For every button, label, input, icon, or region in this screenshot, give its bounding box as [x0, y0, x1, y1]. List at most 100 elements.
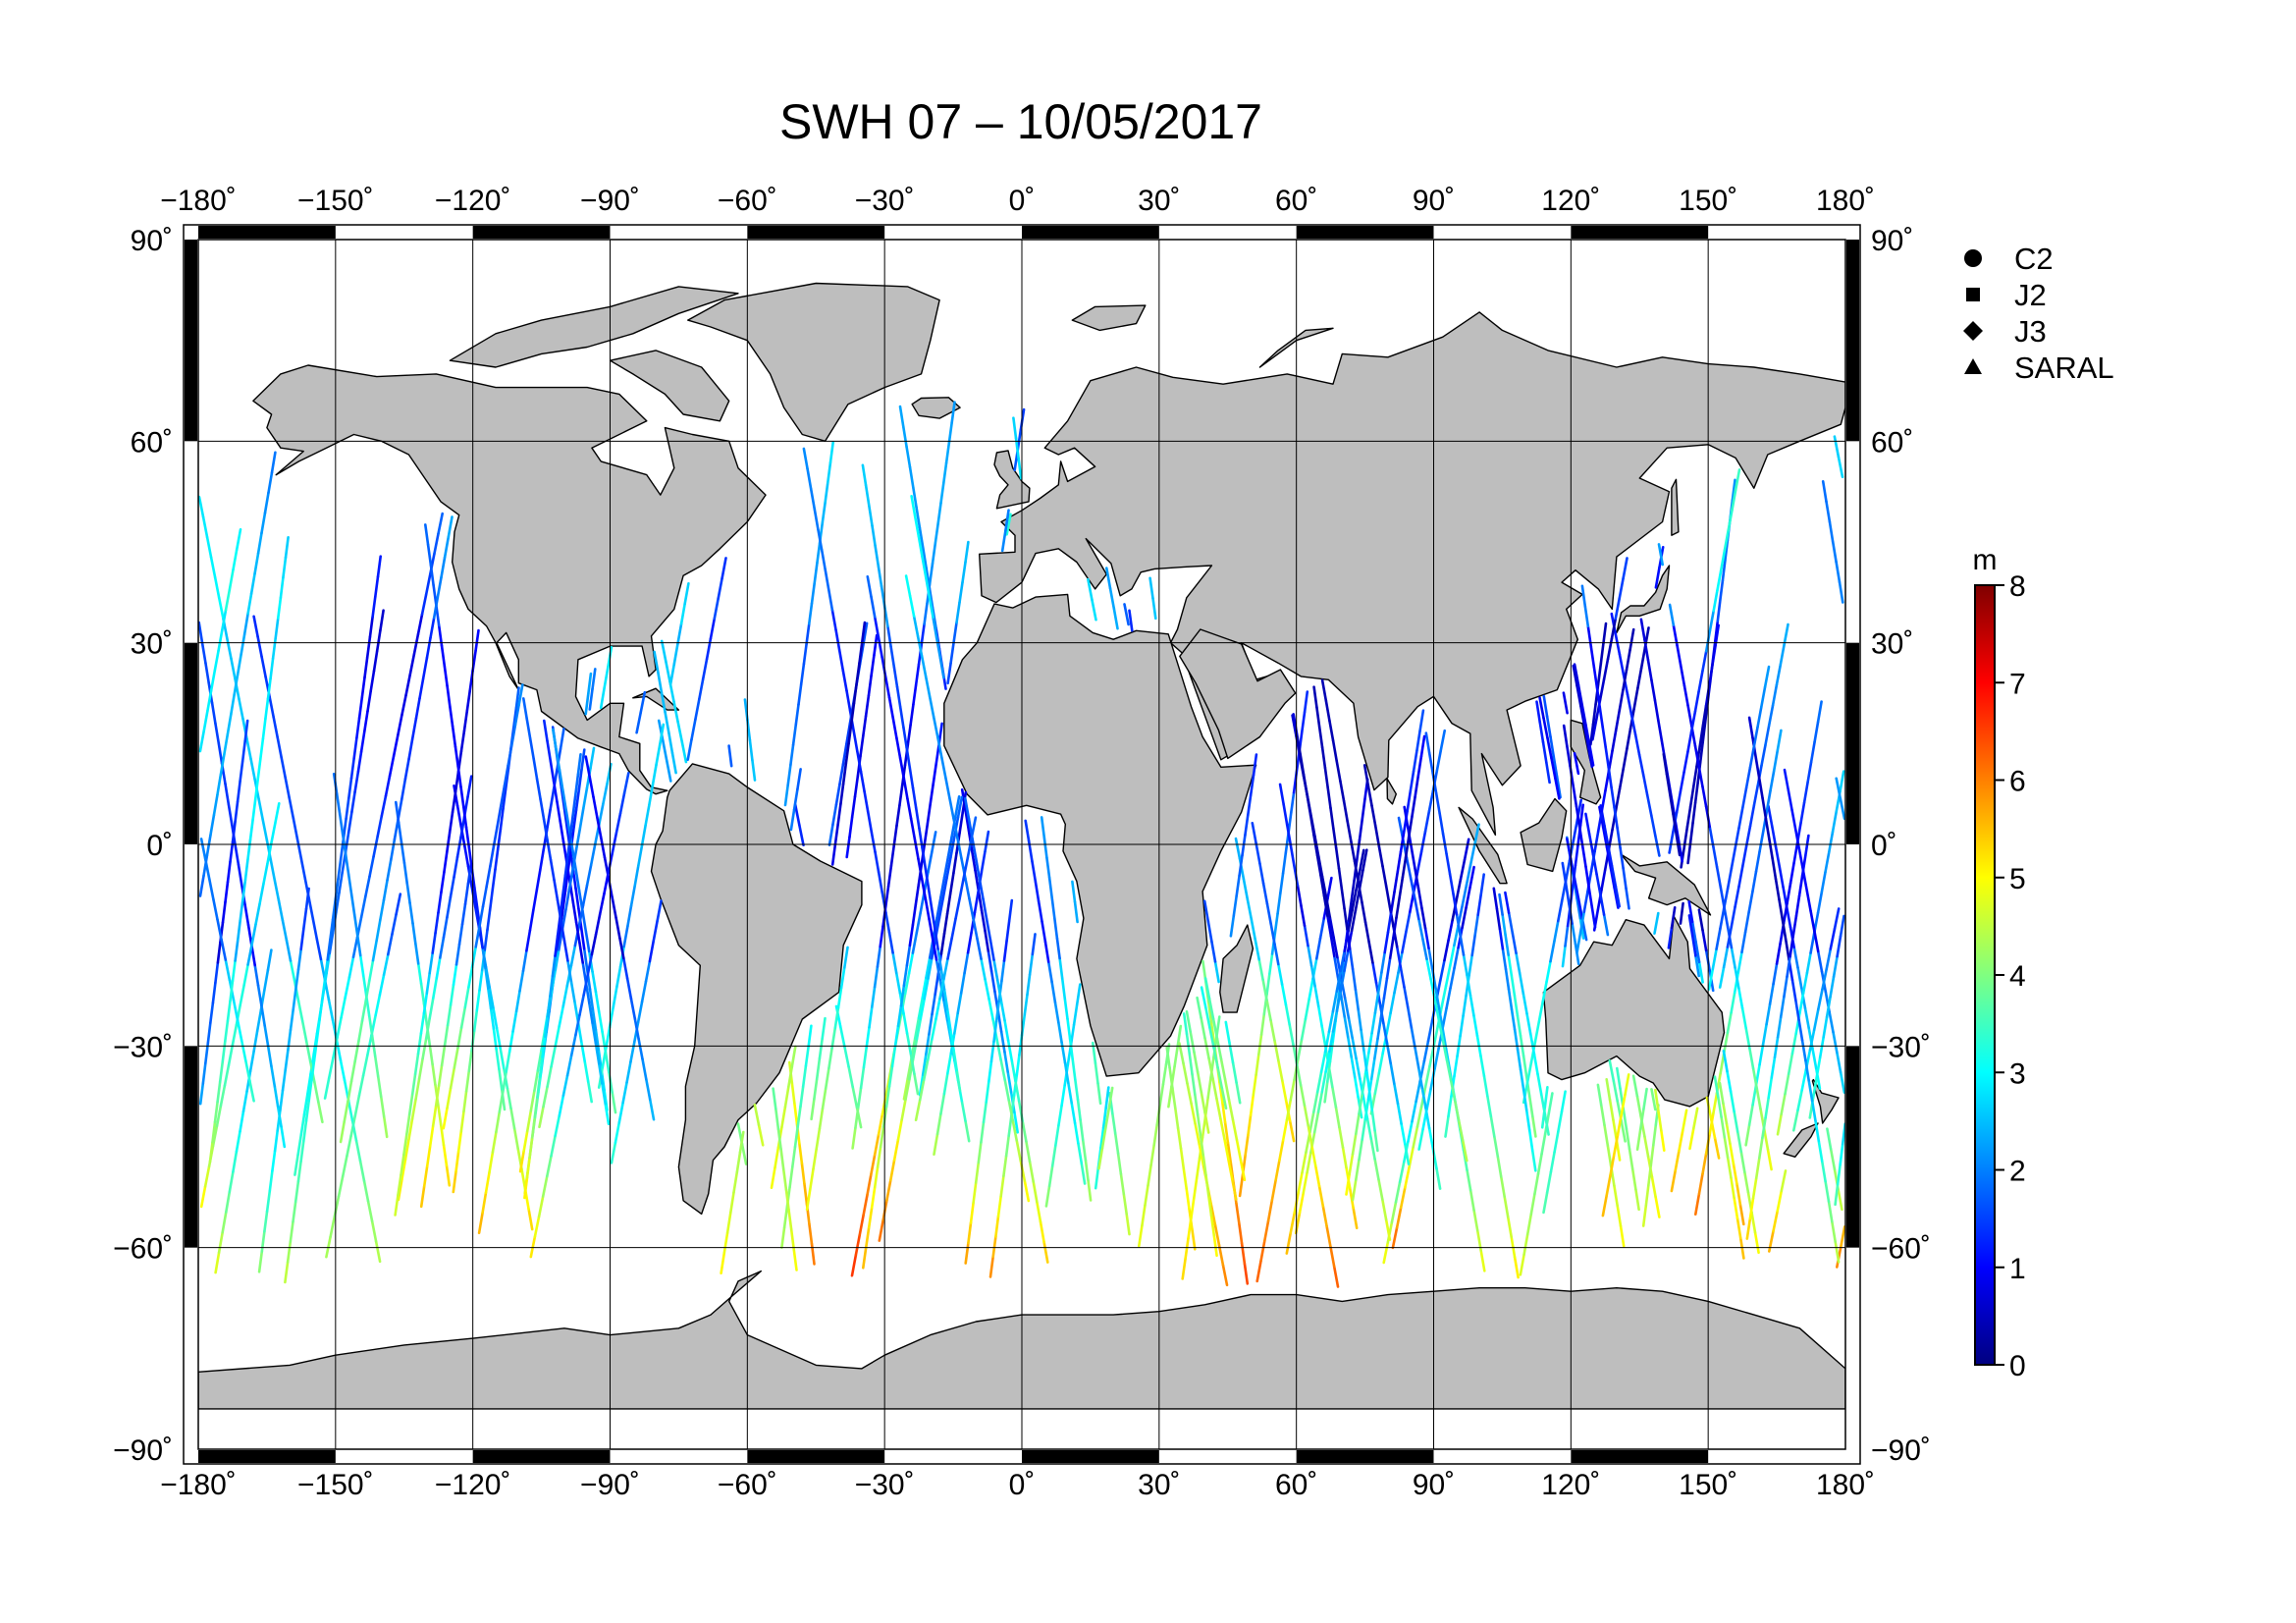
track-segment	[1625, 887, 1630, 910]
track-segment	[954, 896, 962, 920]
track-segment	[1010, 1059, 1017, 1083]
track-segment	[1459, 933, 1466, 956]
track-segment	[1321, 1205, 1328, 1228]
track-segment	[1335, 759, 1342, 783]
track-segment	[1729, 1090, 1735, 1113]
track-segment	[1833, 435, 1841, 459]
track-segment	[1434, 791, 1441, 816]
track-segment	[327, 1056, 335, 1080]
track-segment	[1363, 920, 1370, 945]
track-segment	[1435, 1166, 1442, 1190]
track-segment	[260, 1229, 266, 1253]
track-segment	[1257, 957, 1264, 982]
track-segment	[1108, 586, 1116, 610]
track-segment	[962, 856, 970, 880]
track-segment	[1690, 920, 1697, 944]
track-segment	[419, 1184, 426, 1209]
track-segment	[233, 673, 240, 696]
track-segment	[1100, 1126, 1107, 1150]
track-segment	[206, 1021, 212, 1045]
track-segment	[1057, 1020, 1063, 1044]
track-segment	[781, 1167, 788, 1191]
track-segment	[644, 803, 651, 828]
colorbar-tick-label: 2	[2009, 1156, 2026, 1188]
track-segment	[1206, 1075, 1212, 1099]
track-segment	[924, 1033, 931, 1056]
track-segment	[428, 997, 435, 1020]
track-segment	[1693, 689, 1700, 714]
track-segment	[1053, 916, 1059, 940]
track-segment	[431, 1104, 438, 1127]
track-segment	[546, 838, 553, 862]
track-segment	[987, 1060, 993, 1084]
track-segment	[1701, 720, 1707, 744]
track-segment	[457, 922, 464, 947]
track-segment	[1299, 1083, 1307, 1107]
track-segment	[1200, 1091, 1206, 1114]
track-segment	[1331, 990, 1339, 1013]
track-segment	[1281, 1079, 1288, 1103]
track-segment	[1270, 1178, 1277, 1203]
track-segment	[1703, 700, 1709, 724]
track-segment	[347, 1080, 353, 1104]
track-segment	[361, 974, 368, 998]
track-segment	[1679, 771, 1685, 794]
track-segment	[388, 754, 396, 778]
track-segment	[1761, 1022, 1768, 1046]
lon-tick-label-top: 0˚	[1009, 185, 1036, 217]
track-segment	[1614, 597, 1621, 621]
track-segment	[1573, 878, 1580, 901]
track-segment	[1805, 951, 1812, 975]
track-segment	[561, 874, 567, 897]
track-segment	[1313, 984, 1320, 1008]
track-segment	[980, 850, 987, 874]
track-segment	[429, 564, 435, 587]
track-segment	[1578, 910, 1586, 934]
track-segment	[347, 810, 353, 834]
track-segment	[939, 932, 946, 955]
track-segment	[224, 880, 230, 904]
track-segment	[1406, 789, 1413, 813]
track-segment	[1097, 1147, 1104, 1170]
track-segment	[310, 1058, 316, 1082]
track-segment	[1308, 813, 1315, 837]
track-segment	[1404, 836, 1411, 859]
track-segment	[581, 786, 589, 810]
track-segment	[604, 1051, 611, 1074]
track-segment	[339, 1120, 347, 1144]
track-segment	[1807, 1079, 1814, 1103]
track-segment	[568, 813, 575, 837]
track-segment	[425, 636, 432, 660]
track-segment	[1363, 1098, 1370, 1121]
track-segment	[527, 1208, 534, 1231]
track-segment	[1182, 1061, 1189, 1085]
track-segment	[235, 527, 242, 552]
track-segment	[260, 512, 267, 535]
track-segment	[1347, 1016, 1354, 1040]
track-segment	[629, 997, 637, 1020]
track-segment	[418, 676, 425, 700]
track-segment	[263, 491, 270, 514]
track-segment	[919, 997, 927, 1021]
track-segment	[861, 463, 868, 487]
track-segment	[1545, 1170, 1553, 1194]
track-segment	[1099, 1126, 1105, 1150]
track-segment	[1755, 1087, 1762, 1110]
track-segment	[821, 1087, 828, 1110]
track-segment	[1388, 936, 1395, 960]
track-segment	[282, 556, 288, 579]
track-segment	[884, 910, 891, 935]
track-segment	[268, 695, 276, 719]
track-segment	[1646, 658, 1653, 681]
track-segment	[218, 1059, 225, 1083]
track-segment	[389, 838, 397, 861]
track-segment	[856, 1086, 863, 1109]
track-segment	[895, 736, 902, 760]
track-segment	[1196, 1112, 1202, 1136]
track-segment	[791, 723, 798, 746]
track-segment	[1720, 1115, 1727, 1139]
track-segment	[1739, 1150, 1746, 1173]
track-segment	[780, 1225, 786, 1249]
track-segment	[890, 1045, 897, 1068]
track-segment	[485, 864, 492, 889]
